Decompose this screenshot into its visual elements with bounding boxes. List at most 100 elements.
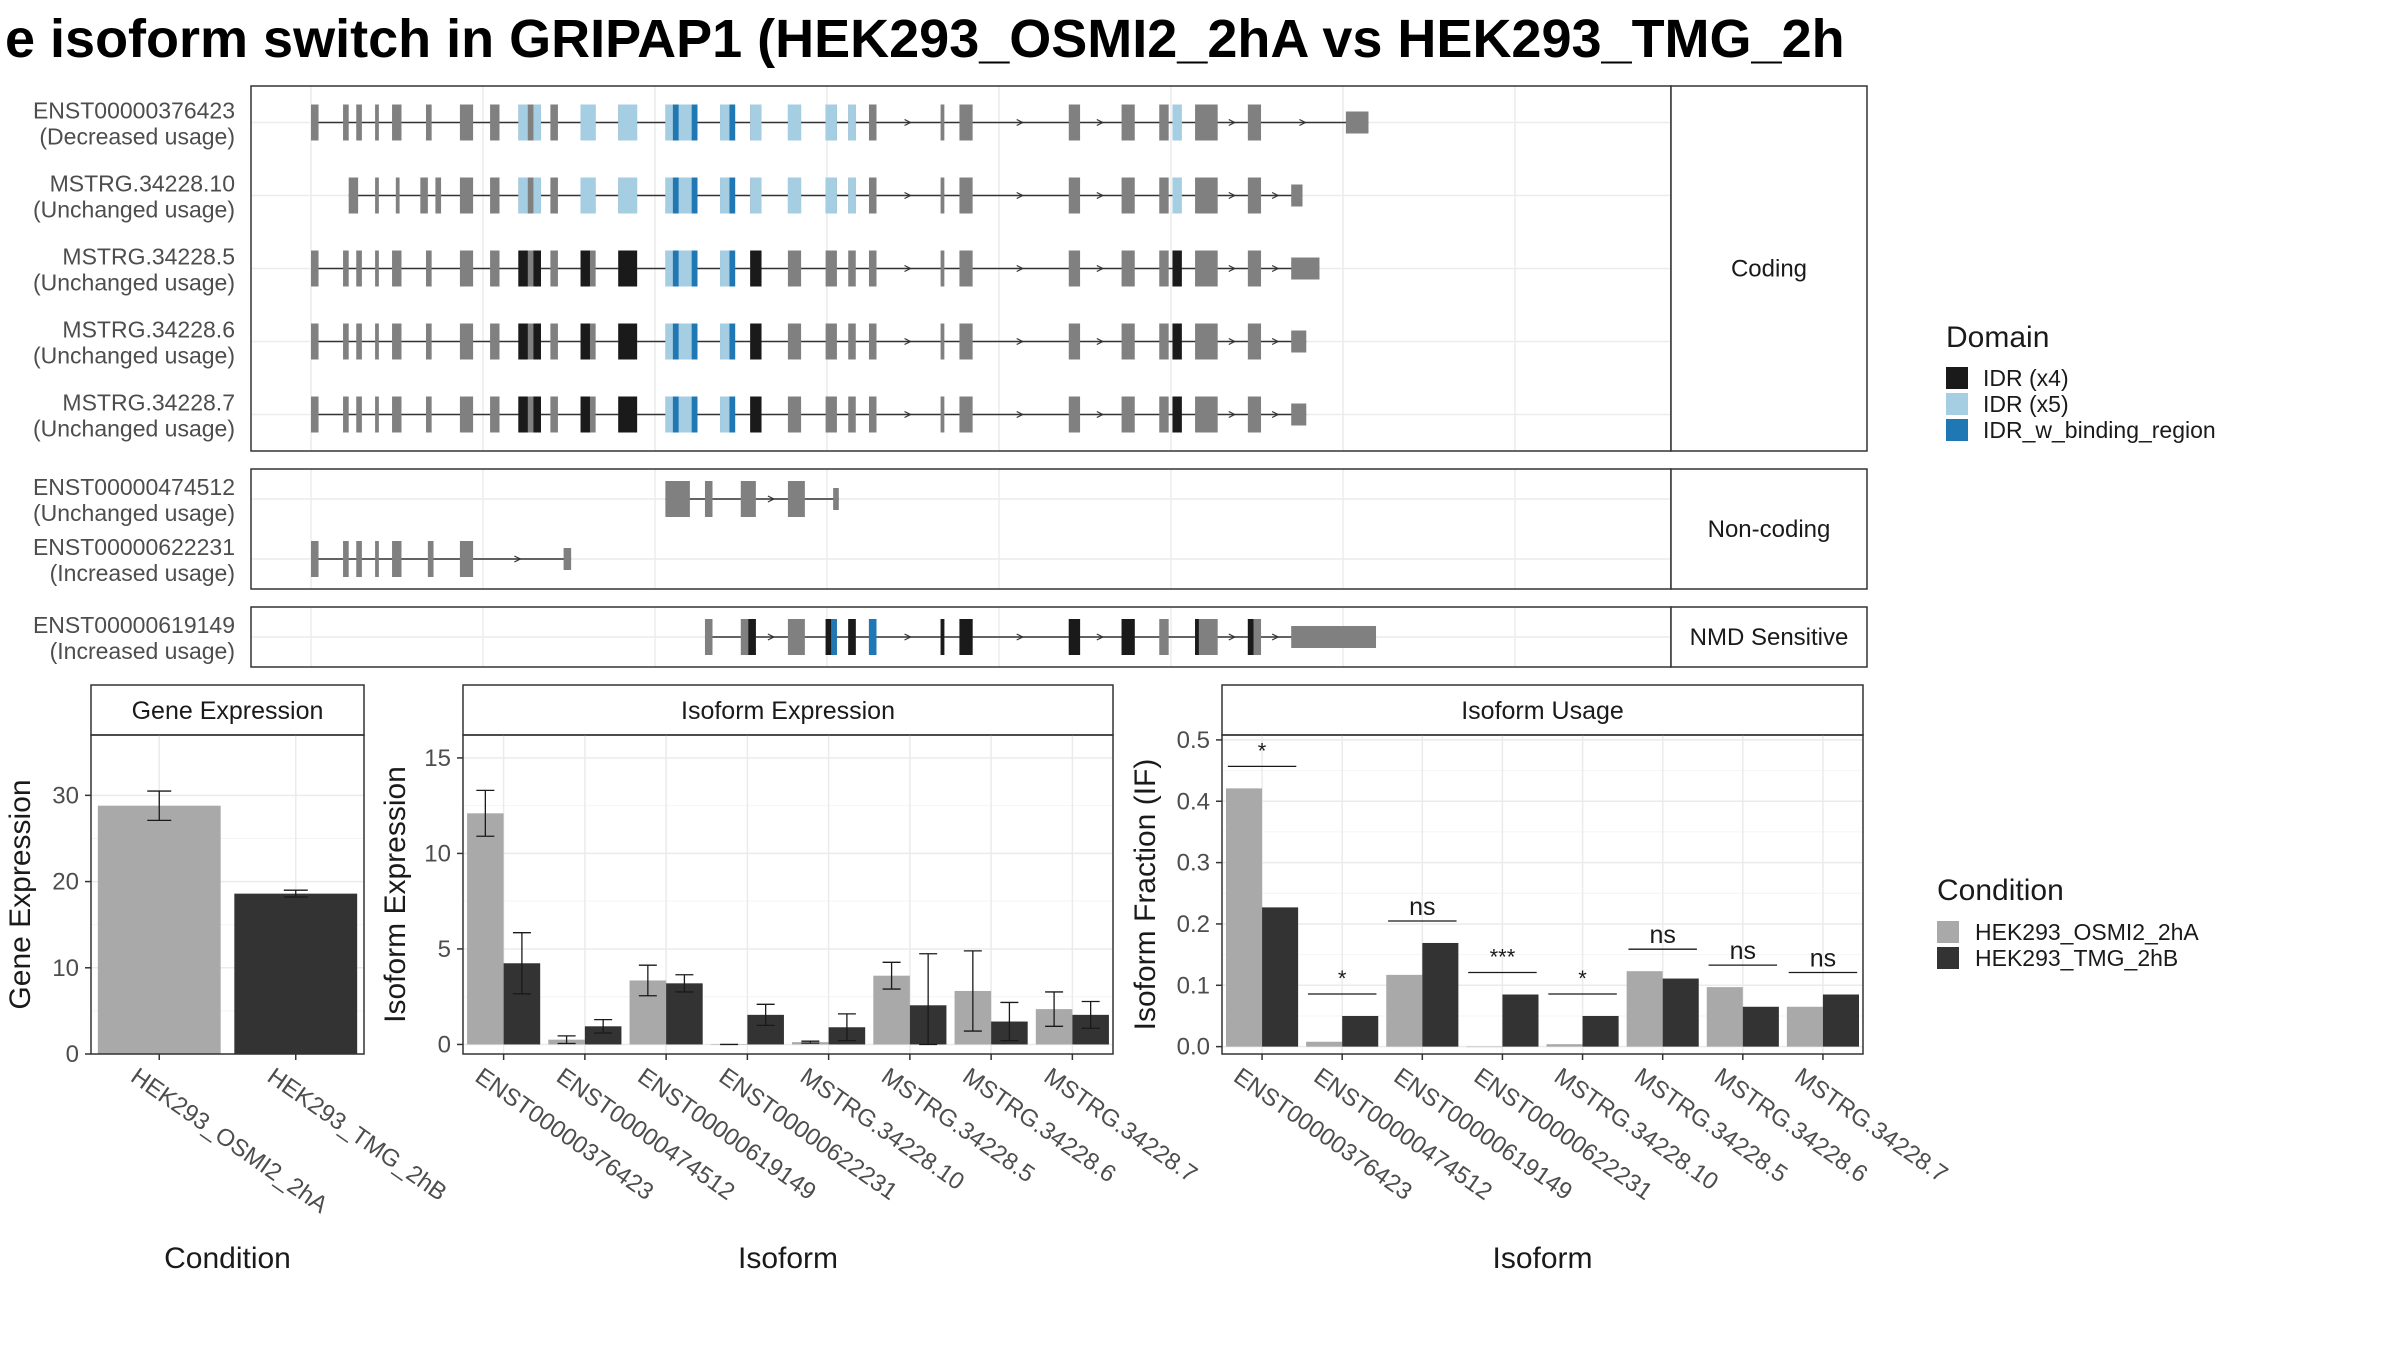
exon [490,177,500,214]
exon [940,177,945,214]
exon [343,250,349,287]
domain-x4 [750,250,762,287]
exon [427,541,434,577]
intron-arrow-icon [1096,264,1105,273]
exon [1247,250,1262,287]
domain-x5 [825,177,837,214]
domain-x5 [665,396,673,433]
exon [868,177,877,214]
domain-x5 [533,177,541,214]
domain-x5 [750,104,762,141]
intron-arrow-icon [1016,337,1025,346]
intron-arrow-icon [1271,337,1280,346]
bar [1386,974,1423,1047]
error-bar [801,1040,820,1044]
intron-arrow-icon [1271,410,1280,419]
intron-arrow-icon [767,633,776,641]
intron-arrow-icon [904,633,912,641]
domain-x4 [1172,323,1182,360]
exon [375,104,379,141]
legend-key [1937,921,1959,943]
exon [425,104,432,141]
exon [1159,177,1169,214]
legend-label: HEK293_OSMI2_2hA [1975,919,2199,945]
domain-bind [672,104,679,141]
exon [490,396,500,433]
intron-arrow-icon [1096,410,1105,419]
x-axis-title: Isoform [1492,1242,1592,1275]
legend-label: IDR (x4) [1983,365,2069,391]
exon [356,323,362,360]
exon [1121,250,1135,287]
facet-strip [1670,85,1868,452]
domain-bind [691,250,698,287]
legend-key-bind [1946,419,1968,441]
exon [550,323,558,360]
domain-bind [691,323,698,360]
error-bar [512,932,531,995]
significance-label: ns [1810,944,1836,972]
domain-x5 [533,104,541,141]
facet-label: Coding [1731,256,1807,283]
domain-x5 [518,104,528,141]
exon [940,323,945,360]
bar [1502,994,1539,1047]
intron-arrow-icon [1016,633,1025,641]
domain-x4 [750,396,762,433]
exon [740,481,756,517]
exon [459,541,474,577]
exon [311,323,319,360]
exon [940,396,945,433]
transcript-id-label: MSTRG.34228.6 [62,317,235,343]
exon [1068,104,1081,141]
transcript-usage-label: (Unchanged usage) [33,343,235,369]
y-tick-label: 10 [52,955,79,982]
exon [1247,323,1262,360]
domain-bind [831,619,837,655]
y-axis-title: Gene Expression [4,779,37,1009]
domain-bind [672,177,679,214]
exon [1195,250,1218,287]
y-tick-label: 0.4 [1177,788,1210,815]
y-tick-label: 0.5 [1177,727,1210,754]
domain-x4 [1121,619,1135,655]
domain-x5 [787,104,802,141]
exon [1121,323,1135,360]
exon [459,177,474,214]
domain-x5 [678,250,692,287]
intron-arrow-icon [1016,118,1025,127]
intron-arrow-icon [1096,337,1105,346]
intron-arrow-icon [1096,633,1105,641]
exon [1195,619,1218,655]
y-tick-label: 5 [438,936,451,963]
domain-x4 [959,619,973,655]
exon [1291,257,1320,280]
exon [459,323,474,360]
domain-x4 [750,323,762,360]
transcript-usage-label: (Increased usage) [50,560,235,586]
domain-x5 [1172,177,1182,214]
intron-arrow-icon [1228,191,1237,200]
domain-x4 [533,250,541,287]
exon [392,104,402,141]
exon [425,323,432,360]
exon [343,541,349,577]
y-tick-label: 0.3 [1177,850,1210,877]
domain-x5 [720,323,730,360]
domain-x4 [1247,619,1254,655]
transcript-id-label: MSTRG.34228.7 [62,390,235,416]
domain-bind [729,177,736,214]
intron-arrow-icon [1016,191,1025,200]
exon [343,323,349,360]
exon [392,323,402,360]
bar [1466,1046,1503,1048]
domain-bind [691,396,698,433]
domain-x5 [518,177,528,214]
intron-arrow-icon [514,555,522,563]
bar [1262,907,1299,1047]
domain-x5 [848,104,856,141]
domain-x4 [580,250,590,287]
domain-x5 [720,250,730,287]
error-bar [675,974,694,993]
